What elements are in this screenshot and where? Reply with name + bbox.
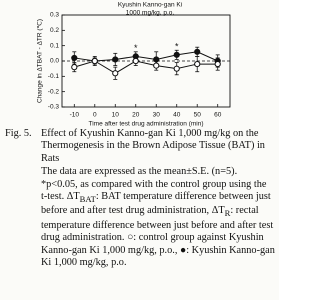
data-point <box>91 57 98 65</box>
data-point <box>214 60 221 68</box>
significance-mark: * <box>175 42 179 52</box>
page: Kyushin Kanno-gan Ki 1000 mg/kg, p.o. -0.3… <box>5 1 275 270</box>
data-point <box>132 57 139 65</box>
y-tick-label: 0.0 <box>50 58 59 65</box>
data-point <box>71 64 78 71</box>
data-point <box>194 48 201 55</box>
x-tick-label: 30 <box>153 112 161 119</box>
x-axis-title: Time after test drug administration (min… <box>89 121 204 128</box>
x-tick-label: 0 <box>93 112 97 119</box>
data-point <box>153 62 160 69</box>
series-line <box>74 51 218 62</box>
y-tick-label: 0.1 <box>50 42 59 49</box>
body-text: The data are expressed as the mean±S.E. … <box>41 166 267 203</box>
legend-title: Kyushin Kanno-gan Ki <box>118 2 182 9</box>
data-point <box>194 60 201 68</box>
data-point <box>173 51 180 58</box>
figure-title: Effect of Kyushin Kanno-gan Ki 1,000 mg/… <box>41 128 265 164</box>
caption: Fig. 5. Effect of Kyushin Kanno-gan Ki 1… <box>5 128 275 270</box>
data-point <box>112 70 119 77</box>
legend-title: 1000 mg/kg, p.o. <box>126 10 175 17</box>
significance-mark: * <box>134 43 138 53</box>
body-subscript: R <box>224 208 231 219</box>
x-tick-label: 50 <box>194 112 202 119</box>
y-tick-label: 0.2 <box>50 27 59 34</box>
data-point <box>71 54 78 62</box>
body-subscript: BAT <box>79 194 96 205</box>
data-point <box>173 65 180 72</box>
y-axis-title: Change in ΔTBAT - ΔTR (℃) <box>37 19 44 103</box>
figure-label: Fig. 5. <box>5 128 32 139</box>
x-tick-label: -10 <box>70 112 80 119</box>
y-tick-label: -0.2 <box>48 88 60 95</box>
x-tick-label: 10 <box>112 112 120 119</box>
y-tick-label: 0.3 <box>50 12 59 19</box>
x-tick-label: 60 <box>214 112 222 119</box>
series-line <box>74 60 218 74</box>
body-text: : rectal temperature difference between … <box>41 205 275 269</box>
x-tick-label: 40 <box>173 112 181 119</box>
data-point <box>112 56 119 63</box>
y-tick-label: -0.3 <box>48 104 60 111</box>
body-text: : BAT temperature difference between jus… <box>41 191 271 217</box>
x-tick-label: 20 <box>132 112 140 119</box>
y-tick-label: -0.1 <box>48 73 60 80</box>
figure-body: The data are expressed as the mean±S.E. … <box>41 166 275 269</box>
